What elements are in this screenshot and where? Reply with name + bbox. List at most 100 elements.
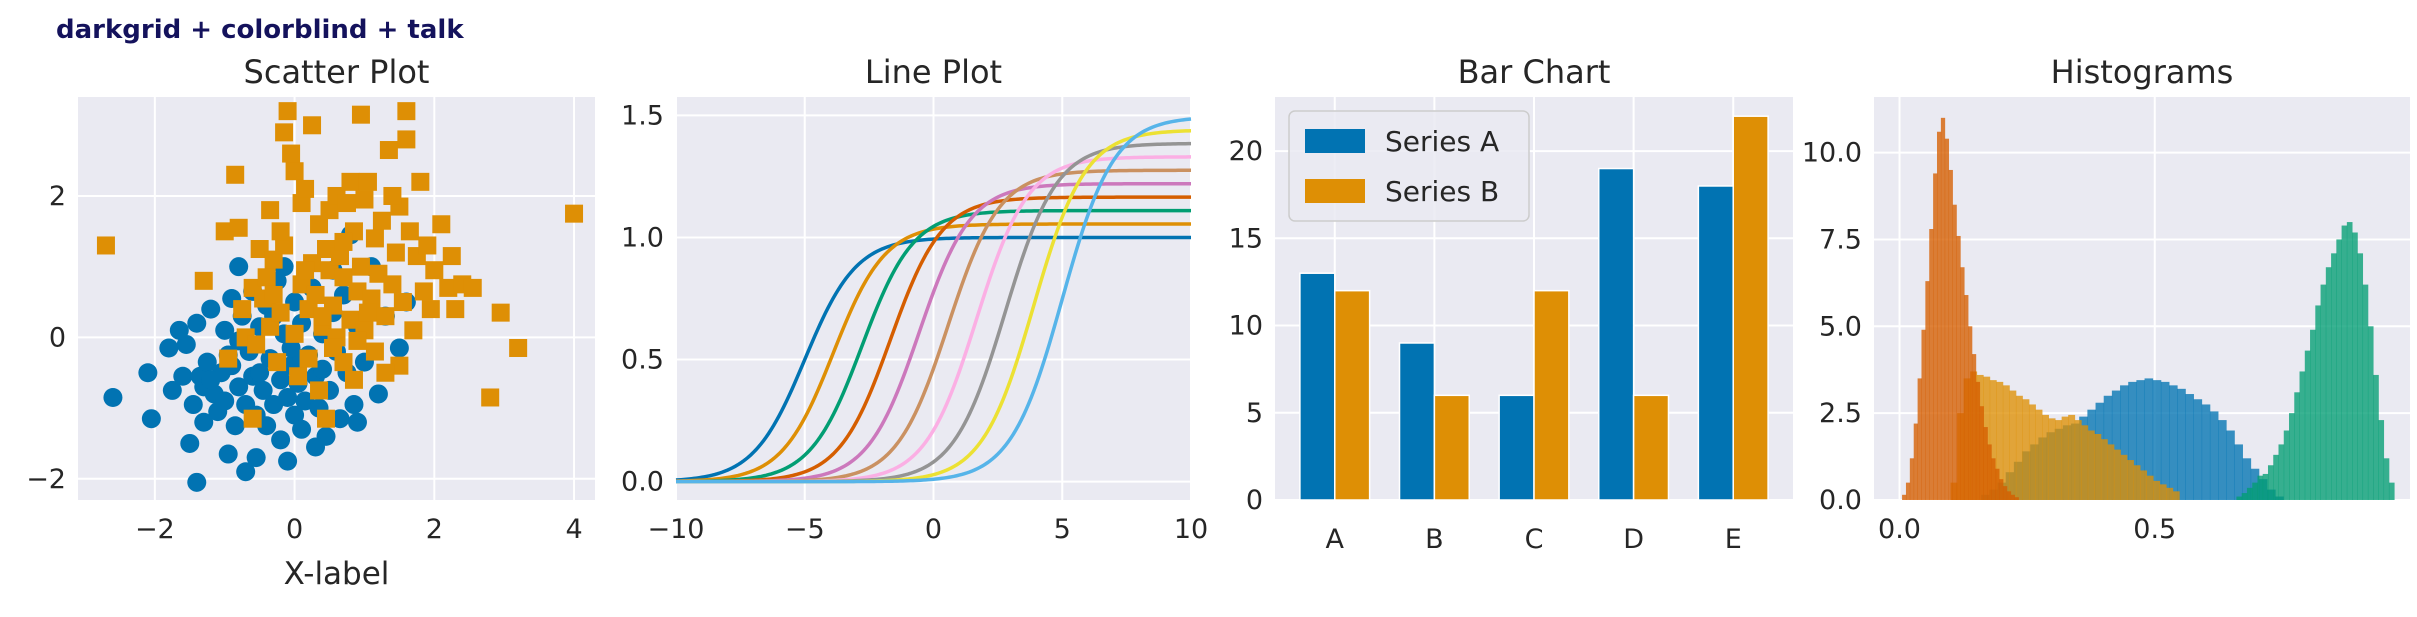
scatter-plot-xlabel: X-label <box>284 556 390 592</box>
hist-bar <box>2002 385 2010 500</box>
scatter-ytick-label: 0 <box>49 322 66 353</box>
hist-ytick-label: 10.0 <box>1802 138 1862 169</box>
hist-bar <box>2152 380 2162 500</box>
scatter-point-square <box>344 370 363 389</box>
scatter-point-circle <box>257 416 277 436</box>
scatter-point-circle <box>215 391 235 411</box>
hist-bar <box>2166 487 2174 500</box>
hist-bar <box>2226 430 2235 500</box>
hist-bar <box>2015 395 2023 500</box>
line-xtick-label: 5 <box>1054 514 1071 545</box>
scatter-point-circle <box>250 363 270 383</box>
scatter-point-square <box>282 144 301 163</box>
hist-bar <box>2331 253 2337 500</box>
hist-bar <box>2136 380 2145 500</box>
scatter-point-square <box>481 388 500 407</box>
hist-bar <box>2081 425 2089 500</box>
scatter-point-circle <box>278 387 298 407</box>
bar-rect <box>1334 289 1371 501</box>
scatter-point-circle <box>246 448 266 468</box>
scatter-point-square <box>303 116 322 135</box>
hist-bar <box>2193 399 2203 500</box>
hist-bar <box>1995 468 2000 500</box>
hist-bar <box>2014 497 2019 500</box>
line-series-path <box>675 235 1191 482</box>
bar-category-label: E <box>1725 524 1742 555</box>
scatter-point-circle <box>389 338 409 358</box>
scatter-point-circle <box>201 299 221 319</box>
scatter-point-square <box>271 303 290 322</box>
hist-bar <box>2087 430 2095 500</box>
line-ytick-label: 1.5 <box>621 100 664 131</box>
scatter-point-square <box>491 303 510 322</box>
scatter-point-square <box>299 300 318 319</box>
scatter-point-circle <box>271 370 291 390</box>
bar-rect <box>1697 185 1734 501</box>
scatter-point-square <box>334 268 353 287</box>
hist-bar <box>2028 404 2036 500</box>
scatter-point-square <box>275 123 294 142</box>
hist-bar <box>2113 449 2121 500</box>
scatter-point-circle <box>229 257 249 277</box>
scatter-point-circle <box>368 384 388 404</box>
scatter-point-square <box>261 317 280 336</box>
scatter-point-circle <box>159 338 179 358</box>
hist-bar <box>2146 475 2154 500</box>
hist-bar <box>2304 350 2311 500</box>
bar-rect <box>1433 394 1471 501</box>
bar-ytick-label: 0 <box>1246 485 1263 516</box>
hist-bar <box>2242 458 2252 500</box>
scatter-point-square <box>351 105 370 124</box>
hist-bar <box>2055 420 2063 500</box>
scatter-point-square <box>376 307 395 326</box>
hist-bar <box>2035 409 2043 500</box>
hist-bar <box>2111 390 2121 500</box>
bar-ytick-label: 5 <box>1246 398 1263 429</box>
hist-bar <box>2107 444 2115 500</box>
scatter-point-square <box>320 261 339 280</box>
scatter-point-circle <box>169 320 189 340</box>
line-ytick-label: 1.0 <box>621 222 664 253</box>
scatter-point-square <box>275 236 294 255</box>
scatter-ytick-label: −2 <box>26 464 66 495</box>
hist-bar <box>1905 482 1911 500</box>
hist-bar <box>2042 414 2049 500</box>
scatter-point-square <box>194 271 213 290</box>
scatter-point-square <box>376 363 395 382</box>
scatter-point-square <box>243 409 262 428</box>
hist-bar <box>2236 496 2243 500</box>
scatter-point-square <box>565 204 584 223</box>
scatter-point-square <box>355 190 374 209</box>
hist-bar <box>1991 458 1996 500</box>
scatter-point-circle <box>295 391 315 411</box>
scatter-point-square <box>404 321 423 340</box>
scatter-point-square <box>369 264 388 283</box>
line-xtick-label: −5 <box>785 514 825 545</box>
legend-label: Series A <box>1385 125 1499 158</box>
scatter-point-square <box>247 335 266 354</box>
line-plot-axes: Line Plot −10 −5 0 5 10 0.0 0.5 1.0 1.5 <box>621 53 1208 545</box>
scatter-xtick-label: −2 <box>135 514 175 545</box>
scatter-point-square <box>215 222 234 241</box>
hist-bar <box>2061 416 2069 500</box>
hist-bar <box>2140 470 2147 500</box>
hist-bar <box>2373 374 2379 500</box>
legend-swatch <box>1305 129 1365 153</box>
scatter-point-square <box>383 186 402 205</box>
scatter-point-square <box>317 240 336 259</box>
scatter-point-circle <box>187 472 207 492</box>
scatter-point-square <box>317 409 336 428</box>
scatter-point-square <box>334 232 353 251</box>
hist-bar <box>1925 281 1930 500</box>
scatter-point-circle <box>173 366 193 386</box>
hist-bar <box>2273 454 2279 500</box>
hist-bar <box>2352 232 2358 500</box>
scatter-point-square <box>292 194 311 213</box>
scatter-plot-axes: Scatter Plot −2 0 2 4 −2 0 2 X-label <box>26 53 595 592</box>
hist-bar <box>2283 430 2290 500</box>
bar-rect <box>1598 167 1635 501</box>
hist-bar <box>2294 392 2300 500</box>
line-ytick-label: 0.5 <box>621 345 664 376</box>
scatter-point-circle <box>162 380 182 400</box>
